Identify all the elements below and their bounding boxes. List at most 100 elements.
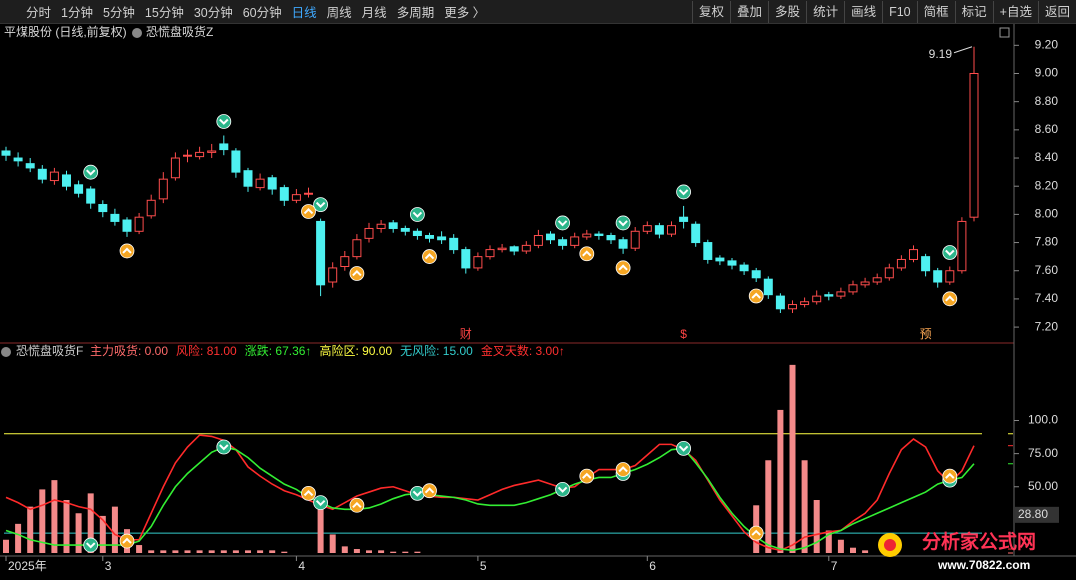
high-arrow [953,46,973,54]
event-marker: 预 [920,327,932,341]
signal-circle [615,215,631,231]
period-tab[interactable]: 多周期 [396,6,435,20]
tool-button[interactable]: 标记 [954,0,993,23]
x-tick-label: 2025年 [8,559,47,573]
candle-body [606,235,616,241]
x-tick-label: 7 [831,559,838,573]
bar [245,550,251,553]
candle-body [376,223,386,229]
period-tab[interactable]: 日线 [291,6,317,20]
y-tick-label: 50.00 [1028,479,1058,493]
candle-body [134,216,144,232]
bar [341,546,348,553]
candle-body [122,219,132,232]
candle-body [1,150,11,156]
tool-button[interactable]: 叠加 [730,0,768,23]
candle-body [425,235,434,239]
buy-signal [748,288,764,304]
period-tab[interactable]: 分时 [26,6,52,20]
x-tick-label: 4 [298,559,305,573]
candle-body [509,246,519,252]
candle-body [170,157,180,179]
tool-button[interactable]: 多股 [768,0,806,23]
candle-body [836,291,846,297]
candle-body [521,244,531,252]
signal-circle [119,533,135,549]
candle-body [642,225,652,232]
period-tab[interactable]: 周线 [326,6,352,20]
indicator-line [5,446,975,552]
signal-chevron [412,490,423,497]
bar [99,515,106,553]
signal-chevron [751,292,761,299]
tool-button[interactable]: 返回 [1037,0,1076,23]
period-tab[interactable]: 30分钟 [193,6,233,20]
sell-signal [83,537,99,553]
sell-signal [555,215,570,231]
period-tab[interactable]: 5分钟 [102,6,135,20]
candle-body [304,192,313,195]
period-tab[interactable]: 1分钟 [61,6,93,20]
signal-chevron [219,444,229,451]
legend-item: 风险: 81.00 [176,343,237,358]
tool-button[interactable]: F10 [882,0,917,23]
bar [15,523,22,553]
signal-chevron [678,189,689,196]
sell-signal [83,164,99,180]
signal-circle [579,246,595,262]
y-tick-label: 7.80 [1035,235,1059,249]
candle-body [98,204,108,213]
x-tick-label: 5 [480,559,487,573]
candle-body [921,256,931,272]
tool-button[interactable]: 统计 [806,0,844,23]
bar [208,550,215,553]
candle-body [812,295,822,303]
tool-button[interactable]: 画线 [844,0,882,23]
signal-circle [119,243,135,259]
buy-signal [942,468,958,484]
bar [329,534,336,553]
candle-body [739,264,749,272]
signal-circle [83,537,99,553]
candle-body [231,150,241,173]
candle-body [570,236,580,246]
signal-chevron [618,220,628,227]
candle-body [630,230,640,249]
period-tab[interactable]: 15分钟 [144,6,184,20]
bar [390,551,397,553]
candle-body [49,171,59,182]
candle-body [62,174,71,187]
tool-button[interactable]: 复权 [692,0,730,23]
candle-body [546,233,555,241]
signal-chevron [618,466,628,473]
period-tab[interactable]: 月线 [361,6,387,20]
bar [27,506,34,553]
candle-body [400,227,410,232]
candle-body [110,213,120,222]
buy-signal [119,243,135,259]
signal-circle [301,204,316,219]
tool-button[interactable]: +自选 [992,0,1038,23]
high-label: 9.19 [929,47,953,61]
signal-chevron [303,489,314,497]
period-tab[interactable]: 更多 〉 [444,6,486,20]
bar [160,550,167,553]
candle-body [667,225,676,235]
buy-signal [301,204,316,219]
y-tick-label: 9.00 [1035,66,1059,80]
candle-body [945,270,955,283]
y-tick-label: 8.40 [1035,150,1059,164]
cursor-label: 28.80 [1018,507,1048,521]
buy-signal [579,246,595,262]
bar [111,506,118,553]
legend-item: 涨跌: 67.36↑ [245,343,312,358]
candle-body [207,150,217,153]
period-tab[interactable]: 60分钟 [242,6,282,20]
candle-body [703,242,713,260]
tool-button[interactable]: 简框 [916,0,955,23]
candle-body [183,154,192,157]
sell-signal [676,184,691,200]
y-tick-label: 9.20 [1035,37,1059,51]
signal-chevron [315,201,326,209]
bar [837,539,844,553]
